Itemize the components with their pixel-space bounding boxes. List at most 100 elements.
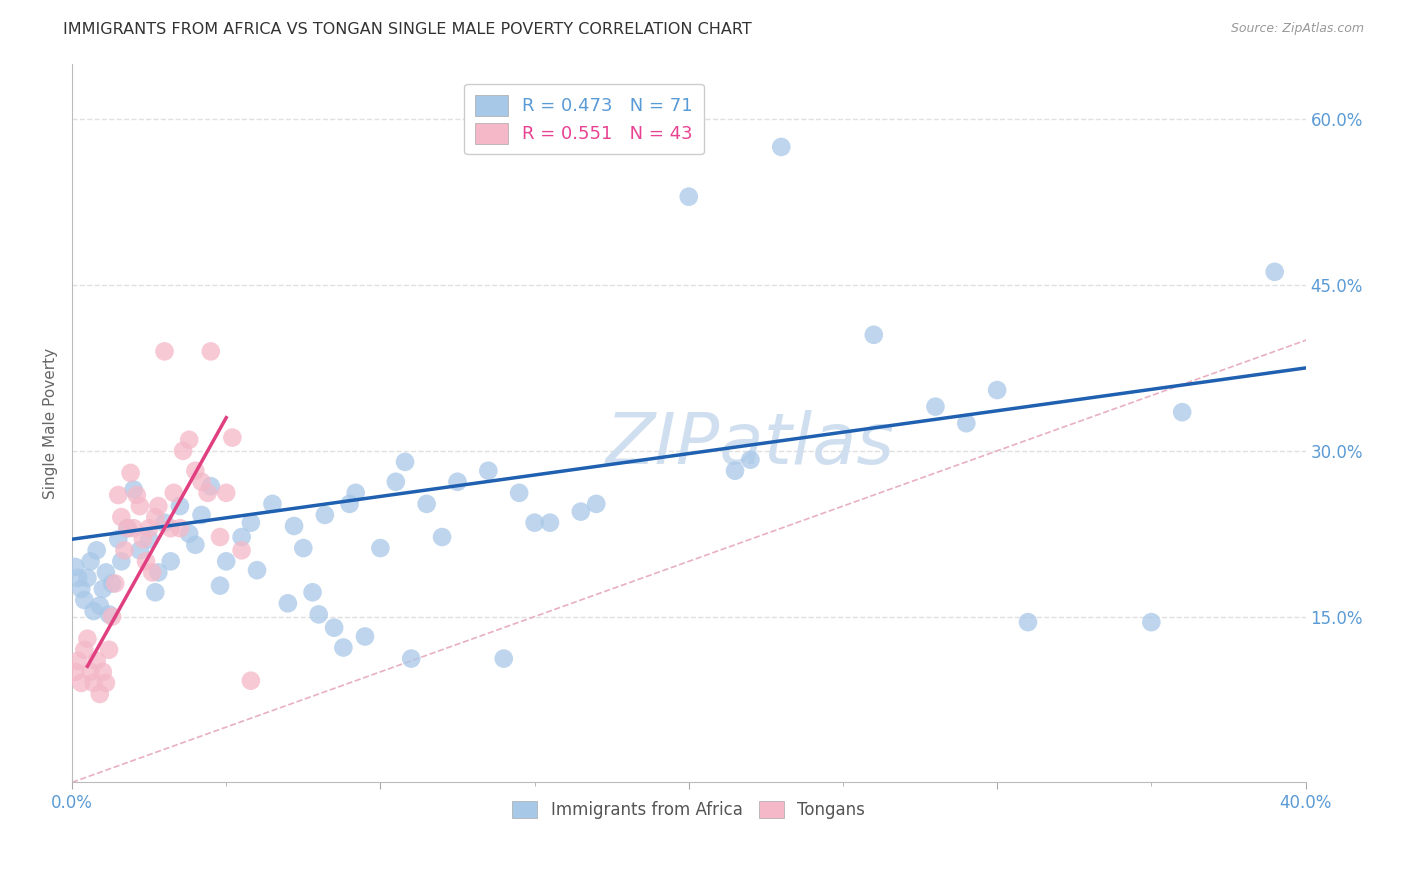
Immigrants from Africa <box>1017 615 1039 629</box>
Immigrants from Africa <box>1171 405 1194 419</box>
Immigrants from Africa <box>148 566 170 580</box>
Tongans <box>138 521 160 535</box>
Immigrants from Africa <box>169 499 191 513</box>
Tongans <box>67 654 90 668</box>
Tongans <box>172 443 194 458</box>
Tongans <box>91 665 114 679</box>
Immigrants from Africa <box>370 541 392 555</box>
Immigrants from Africa <box>159 554 181 568</box>
Text: Source: ZipAtlas.com: Source: ZipAtlas.com <box>1230 22 1364 36</box>
Immigrants from Africa <box>399 651 422 665</box>
Tongans <box>101 609 124 624</box>
Legend: Immigrants from Africa, Tongans: Immigrants from Africa, Tongans <box>506 794 872 826</box>
Tongans <box>117 521 139 535</box>
Immigrants from Africa <box>91 582 114 596</box>
Tongans <box>143 510 166 524</box>
Immigrants from Africa <box>117 521 139 535</box>
Tongans <box>76 632 98 646</box>
Tongans <box>70 676 93 690</box>
Tongans <box>179 433 201 447</box>
Immigrants from Africa <box>332 640 354 655</box>
Tongans <box>184 464 207 478</box>
Immigrants from Africa <box>107 533 129 547</box>
Immigrants from Africa <box>446 475 468 489</box>
Immigrants from Africa <box>283 519 305 533</box>
Immigrants from Africa <box>89 599 111 613</box>
Tongans <box>63 665 86 679</box>
Immigrants from Africa <box>143 585 166 599</box>
Tongans <box>141 566 163 580</box>
Tongans <box>114 543 136 558</box>
Tongans <box>215 486 238 500</box>
Immigrants from Africa <box>492 651 515 665</box>
Immigrants from Africa <box>1264 265 1286 279</box>
Immigrants from Africa <box>740 452 762 467</box>
Tongans <box>132 533 155 547</box>
Immigrants from Africa <box>200 479 222 493</box>
Tongans <box>231 543 253 558</box>
Y-axis label: Single Male Poverty: Single Male Poverty <box>44 348 58 499</box>
Tongans <box>169 521 191 535</box>
Tongans <box>73 642 96 657</box>
Immigrants from Africa <box>94 566 117 580</box>
Tongans <box>94 676 117 690</box>
Tongans <box>208 530 231 544</box>
Immigrants from Africa <box>76 571 98 585</box>
Immigrants from Africa <box>523 516 546 530</box>
Immigrants from Africa <box>138 533 160 547</box>
Immigrants from Africa <box>98 607 121 622</box>
Immigrants from Africa <box>430 530 453 544</box>
Immigrants from Africa <box>724 464 747 478</box>
Immigrants from Africa <box>231 530 253 544</box>
Immigrants from Africa <box>862 327 884 342</box>
Tongans <box>239 673 262 688</box>
Immigrants from Africa <box>262 497 284 511</box>
Immigrants from Africa <box>986 383 1008 397</box>
Immigrants from Africa <box>339 497 361 511</box>
Immigrants from Africa <box>1140 615 1163 629</box>
Text: IMMIGRANTS FROM AFRICA VS TONGAN SINGLE MALE POVERTY CORRELATION CHART: IMMIGRANTS FROM AFRICA VS TONGAN SINGLE … <box>63 22 752 37</box>
Tongans <box>122 521 145 535</box>
Tongans <box>200 344 222 359</box>
Immigrants from Africa <box>215 554 238 568</box>
Immigrants from Africa <box>179 526 201 541</box>
Tongans <box>125 488 148 502</box>
Immigrants from Africa <box>184 538 207 552</box>
Immigrants from Africa <box>70 582 93 596</box>
Immigrants from Africa <box>101 576 124 591</box>
Tongans <box>120 466 142 480</box>
Immigrants from Africa <box>314 508 336 522</box>
Immigrants from Africa <box>354 630 377 644</box>
Immigrants from Africa <box>246 563 269 577</box>
Tongans <box>128 499 150 513</box>
Immigrants from Africa <box>415 497 437 511</box>
Immigrants from Africa <box>385 475 408 489</box>
Tongans <box>197 486 219 500</box>
Immigrants from Africa <box>208 579 231 593</box>
Tongans <box>153 344 176 359</box>
Immigrants from Africa <box>292 541 315 555</box>
Immigrants from Africa <box>73 593 96 607</box>
Tongans <box>79 665 101 679</box>
Tongans <box>221 431 243 445</box>
Immigrants from Africa <box>678 189 700 203</box>
Immigrants from Africa <box>477 464 499 478</box>
Immigrants from Africa <box>277 596 299 610</box>
Immigrants from Africa <box>239 516 262 530</box>
Text: ZIPatlas: ZIPatlas <box>606 410 896 479</box>
Immigrants from Africa <box>301 585 323 599</box>
Tongans <box>159 521 181 535</box>
Tongans <box>83 676 105 690</box>
Immigrants from Africa <box>63 560 86 574</box>
Immigrants from Africa <box>569 505 592 519</box>
Immigrants from Africa <box>83 604 105 618</box>
Tongans <box>107 488 129 502</box>
Immigrants from Africa <box>122 483 145 497</box>
Immigrants from Africa <box>770 140 793 154</box>
Immigrants from Africa <box>394 455 416 469</box>
Tongans <box>135 554 157 568</box>
Immigrants from Africa <box>508 486 530 500</box>
Immigrants from Africa <box>538 516 561 530</box>
Tongans <box>148 499 170 513</box>
Immigrants from Africa <box>323 621 346 635</box>
